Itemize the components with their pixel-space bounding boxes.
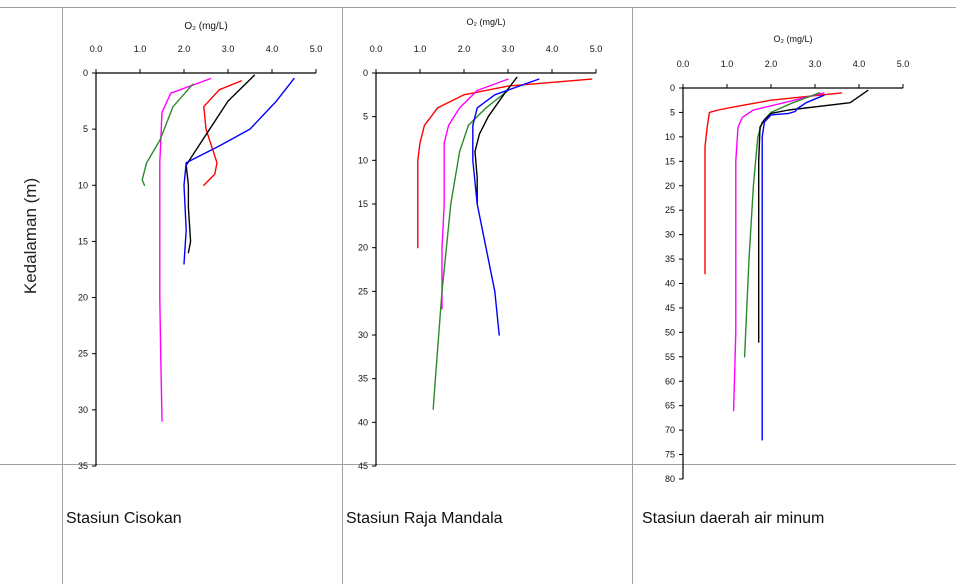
chart-1-title: O₂ (mg/L)	[467, 17, 506, 27]
chart-2-y-tick-label: 80	[665, 474, 675, 484]
chart-1-y-tick-label: 10	[358, 155, 368, 165]
station-label-raja-mandala: Stasiun Raja Mandala	[346, 510, 503, 527]
chart-0-series-line-2b8a2b	[141, 83, 194, 186]
chart-2-y-tick-label: 10	[665, 132, 675, 142]
chart-0-y-tick-label: 25	[78, 349, 88, 359]
chart-2-series-line-0000ff	[761, 94, 825, 441]
table-border-col-3	[632, 7, 633, 584]
chart-2-y-tick-label: 60	[665, 376, 675, 386]
chart-0-x-tick-label: 0.0	[90, 44, 103, 54]
chart-1-series-line-ff0000	[417, 78, 593, 249]
table-border-middle	[0, 464, 956, 465]
chart-2-x-tick-label: 5.0	[897, 59, 910, 69]
chart-0-series-line-ff0000	[203, 80, 242, 186]
chart-1-y-tick-label: 20	[358, 243, 368, 253]
chart-0-x-tick-label: 2.0	[178, 44, 191, 54]
chart-0-y-tick-label: 10	[78, 180, 88, 190]
chart-2-y-tick-label: 40	[665, 279, 675, 289]
chart-1-series-line-ff00ff	[441, 78, 509, 310]
chart-1-y-tick-label: 40	[358, 417, 368, 427]
chart-0-y-tick-label: 20	[78, 293, 88, 303]
chart-2-title: O₂ (mg/L)	[774, 34, 813, 44]
chart-0-title: O₂ (mg/L)	[184, 21, 227, 32]
table-border-col-1	[62, 7, 63, 584]
chart-1-y-tick-label: 0	[363, 68, 368, 78]
chart-0-y-tick-label: 30	[78, 405, 88, 415]
chart-0-x-tick-label: 1.0	[134, 44, 147, 54]
chart-0-y-tick-label: 35	[78, 461, 88, 471]
chart-0-series-line-000000	[185, 74, 256, 254]
chart-1-x-tick-label: 2.0	[458, 44, 471, 54]
chart-2-y-tick-label: 45	[665, 303, 675, 313]
chart-1-y-tick-label: 15	[358, 199, 368, 209]
chart-2-x-tick-label: 1.0	[721, 59, 734, 69]
station-label-air-minum: Stasiun daerah air minum	[642, 510, 825, 527]
chart-2-x-tick-label: 0.0	[677, 59, 690, 69]
chart-2-y-tick-label: 35	[665, 254, 675, 264]
chart-0-y-tick-label: 15	[78, 236, 88, 246]
chart-1-y-tick-label: 30	[358, 330, 368, 340]
chart-0-x-tick-label: 4.0	[266, 44, 279, 54]
chart-2-x-tick-label: 2.0	[765, 59, 778, 69]
chart-2-y-tick-label: 15	[665, 156, 675, 166]
chart-1-x-tick-label: 3.0	[502, 44, 515, 54]
chart-1-y-tick-label: 45	[358, 461, 368, 471]
station-label-cisokan: Stasiun Cisokan	[66, 510, 182, 527]
chart-1-x-tick-label: 0.0	[370, 44, 383, 54]
chart-1-x-tick-label: 5.0	[590, 44, 603, 54]
chart-2-y-tick-label: 25	[665, 205, 675, 215]
chart-2-y-tick-label: 50	[665, 327, 675, 337]
chart-0-x-tick-label: 3.0	[222, 44, 235, 54]
chart-1-x-tick-label: 4.0	[546, 44, 559, 54]
chart-1-y-tick-label: 25	[358, 286, 368, 296]
chart-1-series-line-2b8a2b	[432, 89, 509, 410]
chart-0-y-tick-label: 0	[83, 68, 88, 78]
chart-1-series-line-0000ff	[472, 78, 540, 336]
chart-2-y-tick-label: 55	[665, 352, 675, 362]
chart-0-series-line-0000ff	[183, 77, 295, 265]
chart-1-x-tick-label: 1.0	[414, 44, 427, 54]
chart-0-series-line-ff00ff	[159, 77, 212, 422]
chart-2-series-line-ff0000	[704, 92, 843, 275]
chart-2-x-tick-label: 4.0	[853, 59, 866, 69]
chart-2-y-tick-label: 5	[670, 107, 675, 117]
chart-1-y-tick-label: 35	[358, 374, 368, 384]
chart-0-y-tick-label: 5	[83, 124, 88, 134]
table-border-top	[0, 7, 956, 8]
chart-0-x-tick-label: 5.0	[310, 44, 323, 54]
chart-1-series-line-000000	[474, 76, 518, 205]
chart-2-y-tick-label: 65	[665, 401, 675, 411]
chart-2-y-tick-label: 75	[665, 450, 675, 460]
chart-2-series-line-2b8a2b	[743, 92, 821, 358]
chart-1-y-tick-label: 5	[363, 112, 368, 122]
chart-2-x-tick-label: 3.0	[809, 59, 822, 69]
chart-2-y-tick-label: 20	[665, 181, 675, 191]
chart-2-y-tick-label: 0	[670, 83, 675, 93]
chart-2-series-line-000000	[758, 89, 869, 343]
chart-2-y-tick-label: 30	[665, 230, 675, 240]
table-border-col-2	[342, 7, 343, 584]
chart-2-series-line-ff00ff	[732, 92, 825, 412]
chart-2-y-tick-label: 70	[665, 425, 675, 435]
